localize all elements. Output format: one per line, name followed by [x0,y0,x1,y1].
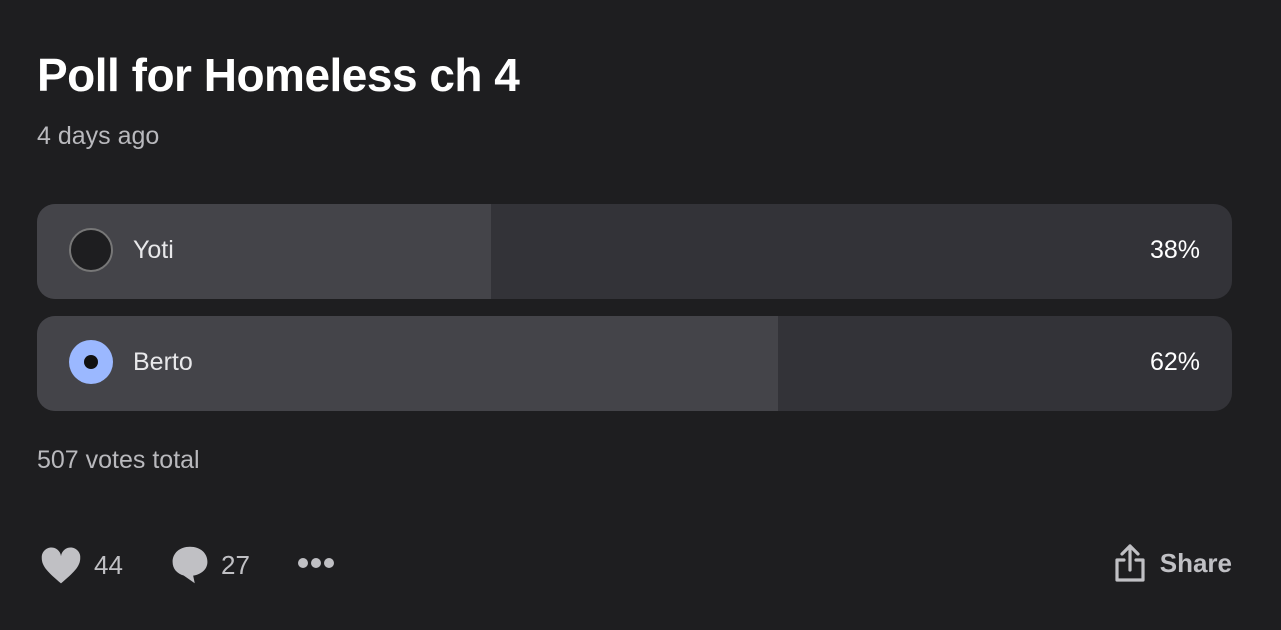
share-button[interactable]: Share [1114,543,1232,583]
share-icon [1115,544,1145,582]
more-options-button[interactable] [297,556,335,570]
poll-option-berto[interactable]: Berto 62% [37,316,1232,411]
poll-option-label: Berto [133,348,193,376]
radio-selected-icon[interactable] [69,340,113,384]
share-label: Share [1159,547,1232,578]
post-title: Poll for Homeless ch 4 [37,49,520,101]
comment-button[interactable]: 27 [171,545,250,585]
poll-option-label: Yoti [133,236,174,264]
votes-total: 507 votes total [37,446,200,474]
more-dots-icon [298,558,334,568]
poll-option-percent: 62% [1149,348,1200,376]
poll-option-yoti[interactable]: Yoti 38% [37,204,1232,299]
like-count: 44 [94,549,123,580]
radio-unselected-icon[interactable] [69,228,113,272]
like-button[interactable]: 44 [40,545,123,585]
heart-icon [41,547,81,584]
poll-option-percent: 38% [1149,236,1200,264]
comment-count: 27 [221,549,250,580]
comment-bubble-icon [172,546,208,584]
post-timestamp: 4 days ago [37,122,160,150]
poll-result-bar [37,316,778,411]
